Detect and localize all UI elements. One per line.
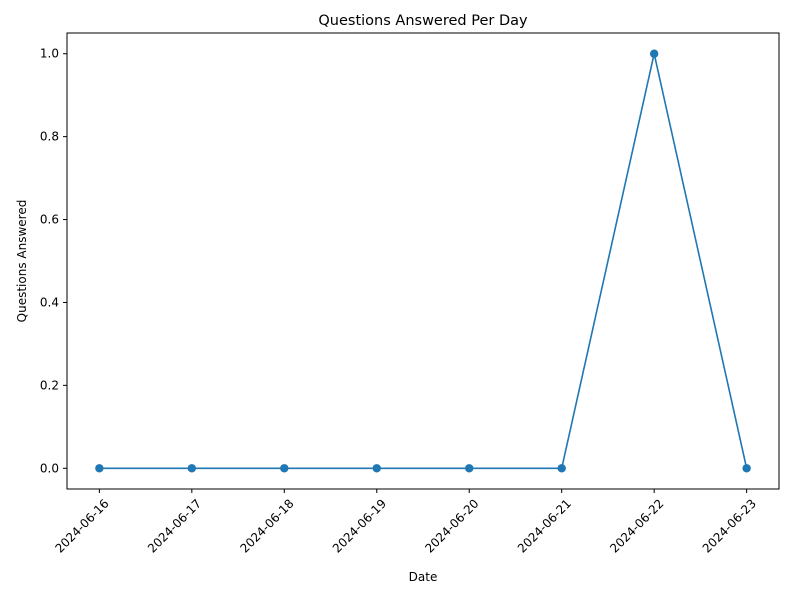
y-axis-label: Questions Answered [15, 200, 29, 323]
data-point-6 [649, 49, 659, 58]
data-point-1 [187, 464, 197, 473]
series-line-0 [99, 52, 748, 470]
y-tick-label-4: 0.8 [40, 130, 59, 144]
x-axis-label: Date [409, 570, 438, 584]
y-tick-label-2: 0.4 [40, 295, 59, 309]
y-tick-label-5: 1.0 [40, 47, 59, 61]
y-tick-label-1: 0.2 [40, 378, 59, 392]
data-point-7 [742, 464, 751, 473]
data-point-0 [95, 464, 104, 473]
data-point-5 [557, 464, 566, 473]
data-point-4 [465, 464, 474, 473]
data-point-2 [280, 464, 289, 473]
data-point-3 [372, 464, 381, 473]
axes-frame [66, 32, 780, 490]
y-tick-label-0: 0.0 [40, 461, 59, 475]
y-tick-label-3: 0.6 [40, 213, 59, 227]
chart-title: Questions Answered Per Day [318, 13, 528, 29]
